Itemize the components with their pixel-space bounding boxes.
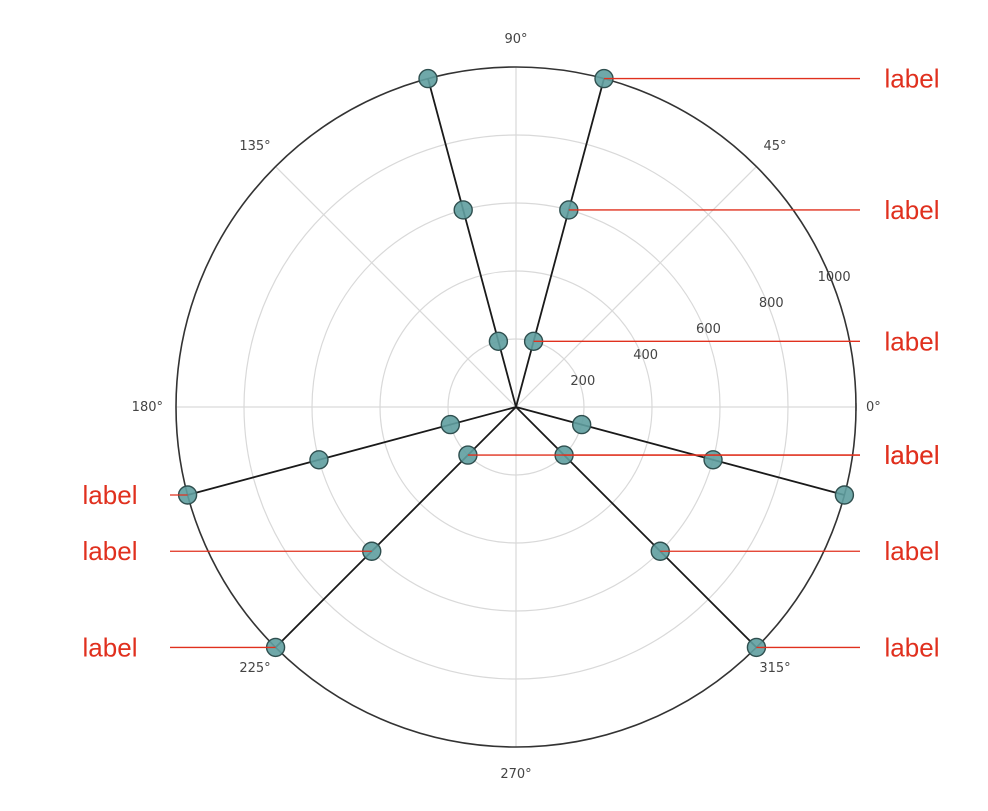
data-point [440, 414, 461, 435]
data-point [418, 68, 438, 89]
angle-tick-label: 225° [239, 661, 270, 676]
annotation-label: label [885, 440, 940, 470]
angle-tick-label: 180° [132, 400, 163, 415]
data-point [309, 450, 329, 470]
angle-tick-label: 45° [763, 139, 786, 154]
annotation-label: label [83, 480, 138, 510]
radius-tick-label: 600 [696, 322, 721, 337]
data-point [453, 200, 473, 220]
annotation-label: label [885, 440, 940, 470]
angle-tick-label: 0° [866, 400, 881, 415]
annotation-label: label [885, 326, 940, 356]
radius-tick-label: 400 [633, 348, 658, 363]
radius-tick-label: 1000 [818, 270, 851, 285]
angle-tick-label: 270° [500, 767, 531, 782]
series-line [515, 78, 605, 408]
tick-labels: 0° 45° 90° 135° 180° 225° 270° 315° 200 400 600 800… [132, 32, 881, 782]
angular-gridline [275, 166, 517, 408]
data-point [488, 331, 509, 352]
radius-tick-label: 200 [570, 374, 595, 389]
angle-tick-label: 90° [504, 32, 527, 47]
annotation-label: label [83, 632, 138, 662]
annotation-label: label [885, 536, 940, 566]
annotation-label: label [885, 64, 940, 94]
series-line [274, 406, 517, 649]
data-point [703, 450, 723, 470]
polar-frame [175, 66, 857, 748]
series-line [187, 406, 517, 496]
angle-tick-label: 315° [759, 661, 790, 676]
angle-tick-label: 135° [239, 139, 270, 154]
spoke-lines [187, 78, 845, 649]
angular-gridline [515, 166, 757, 408]
data-point [834, 485, 855, 505]
annotation-label: label [885, 632, 940, 662]
radius-tick-label: 800 [759, 296, 784, 311]
annotation-label: label [885, 195, 940, 225]
series-line [427, 78, 517, 408]
series-line [515, 406, 845, 496]
annotations: label label label label label label label label… [83, 64, 940, 663]
annotation-label: label [83, 536, 138, 566]
series-line [515, 406, 758, 649]
data-point [571, 414, 592, 435]
